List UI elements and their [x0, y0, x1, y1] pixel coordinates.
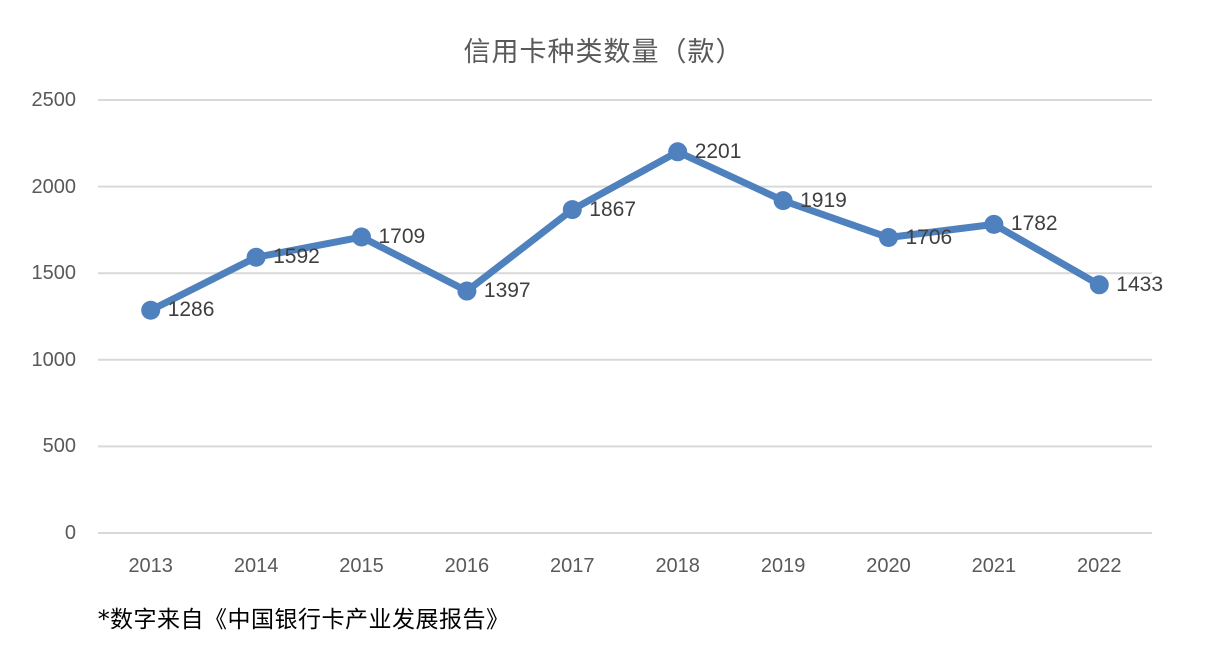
- source-footnote: *数字来自《中国银行卡产业发展报告》: [98, 607, 510, 633]
- x-tick-label: 2021: [971, 555, 1017, 577]
- x-tick-label: 2020: [866, 555, 911, 577]
- data-label: 1286: [167, 298, 215, 322]
- y-tick-label: 0: [64, 522, 76, 544]
- x-tick-label: 2019: [760, 555, 806, 577]
- y-tick-label: 1500: [31, 262, 77, 285]
- data-point-marker: [773, 191, 793, 211]
- data-point-marker: [246, 247, 266, 267]
- data-point-marker: [352, 227, 371, 247]
- data-point-marker: [668, 142, 688, 162]
- x-tick-label: 2022: [1077, 555, 1122, 577]
- x-tick-label: 2013: [128, 555, 173, 577]
- data-label: 1919: [800, 188, 847, 212]
- series-line: [147, 148, 1103, 314]
- data-label: 2201: [694, 139, 742, 163]
- data-label: 1592: [273, 245, 320, 269]
- x-tick-label: 2014: [233, 555, 279, 577]
- data-label: 1433: [1116, 272, 1164, 296]
- data-label: 1867: [589, 197, 637, 221]
- data-label: 1397: [483, 279, 531, 303]
- data-point-marker: [141, 300, 161, 320]
- x-tick-label: 2015: [339, 555, 384, 577]
- data-point-marker: [984, 214, 1004, 234]
- x-tick-label: 2016: [444, 555, 490, 577]
- data-label: 1709: [378, 225, 426, 248]
- x-tick-label: 2017: [550, 555, 595, 577]
- data-point-marker: [879, 228, 898, 248]
- y-tick-label: 1000: [31, 348, 77, 371]
- y-tick-label: 2500: [31, 89, 77, 111]
- y-tick-label: 500: [42, 435, 76, 458]
- data-point-marker: [457, 281, 477, 301]
- data-label: 1706: [905, 225, 953, 249]
- data-label: 1782: [1010, 212, 1058, 236]
- x-tick-label: 2018: [655, 555, 700, 577]
- chart-title: 信用卡种类数量（款）: [463, 37, 744, 68]
- data-point-marker: [1089, 275, 1109, 295]
- y-tick-label: 2000: [31, 175, 77, 198]
- data-point-marker: [562, 200, 582, 220]
